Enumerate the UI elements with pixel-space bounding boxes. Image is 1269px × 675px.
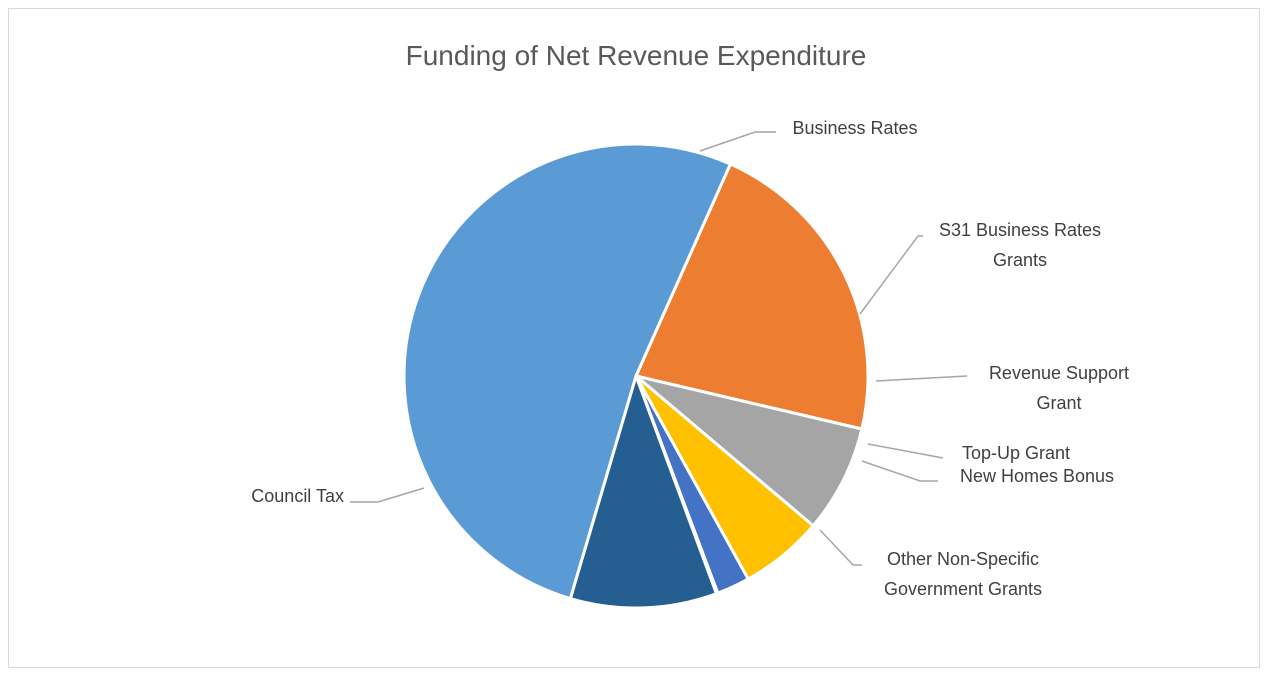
slice-labels: Business Rates S31 Business Rates Grants Re… [251,118,1129,599]
pie-slice-other-non-specific-government-grants [568,374,718,610]
slice-label-s31-business-rates-grants: S31 Business Rates Grants [939,220,1101,270]
leader-line-s31-business-rates-grants [859,235,923,315]
leader-line-new-homes-bonus [861,460,938,482]
chart-title: Funding of Net Revenue Expenditure [406,40,867,71]
slice-label-revenue-support-grant: Revenue Support Grant [989,363,1129,413]
slice-label-business-rates: Business Rates [792,118,917,138]
slice-label-new-homes-bonus: New Homes Bonus [960,466,1114,486]
slice-label-top-up-grant: Top-Up Grant [962,443,1070,463]
leader-line-council-tax [350,487,425,503]
leader-lines [350,131,968,566]
pie-slice-s31-business-rates-grants [634,374,864,528]
slice-label-other-non-specific-government-grants: Other Non-Specific Government Grants [884,549,1042,599]
leader-line-revenue-support-grant [875,375,968,382]
leader-line-other-non-specific-government-grants [819,529,862,566]
pie-slices [402,142,870,610]
leader-line-top-up-grant [867,443,944,459]
pie-slice-business-rates [634,162,870,431]
pie-slice-council-tax [402,142,732,601]
leader-line-business-rates [699,131,776,152]
slice-label-council-tax: Council Tax [251,486,344,506]
